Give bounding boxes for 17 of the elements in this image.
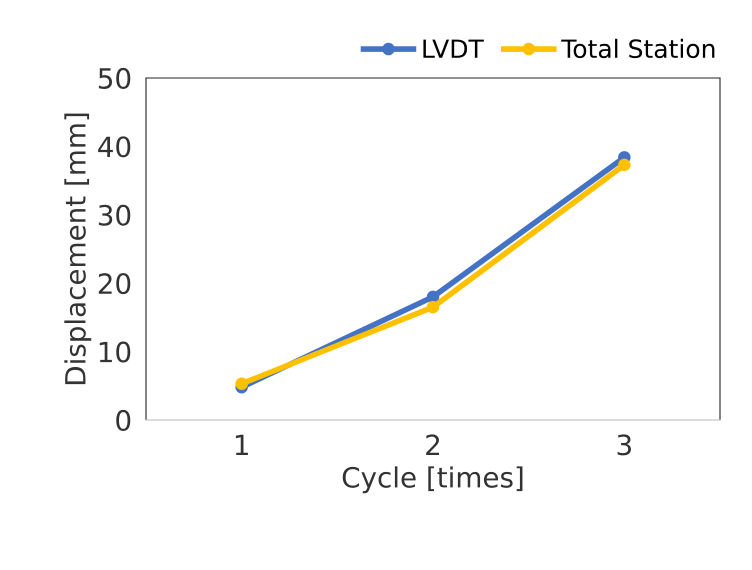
legend-label: Total Station (561, 38, 714, 58)
y-tick-label: 30 (98, 204, 130, 226)
y-axis-title: Displacement [mm] (64, 114, 92, 384)
point (426, 290, 440, 304)
point (235, 378, 248, 390)
y-tick-label: 40 (98, 136, 130, 158)
point (618, 158, 631, 172)
y-tick-label: 10 (100, 342, 130, 363)
x-tick-label: 3 (618, 434, 631, 456)
x-tick-label: 1 (236, 434, 248, 455)
point (426, 300, 440, 314)
y-tick-label: 50 (98, 68, 130, 89)
legend-label: LVDT (423, 40, 484, 58)
x-axis-title: Cycle [times] (342, 466, 522, 494)
x-tick-label: 2 (426, 434, 440, 455)
y-tick-label: 20 (98, 273, 130, 294)
y-tick-label: 0 (116, 410, 130, 431)
